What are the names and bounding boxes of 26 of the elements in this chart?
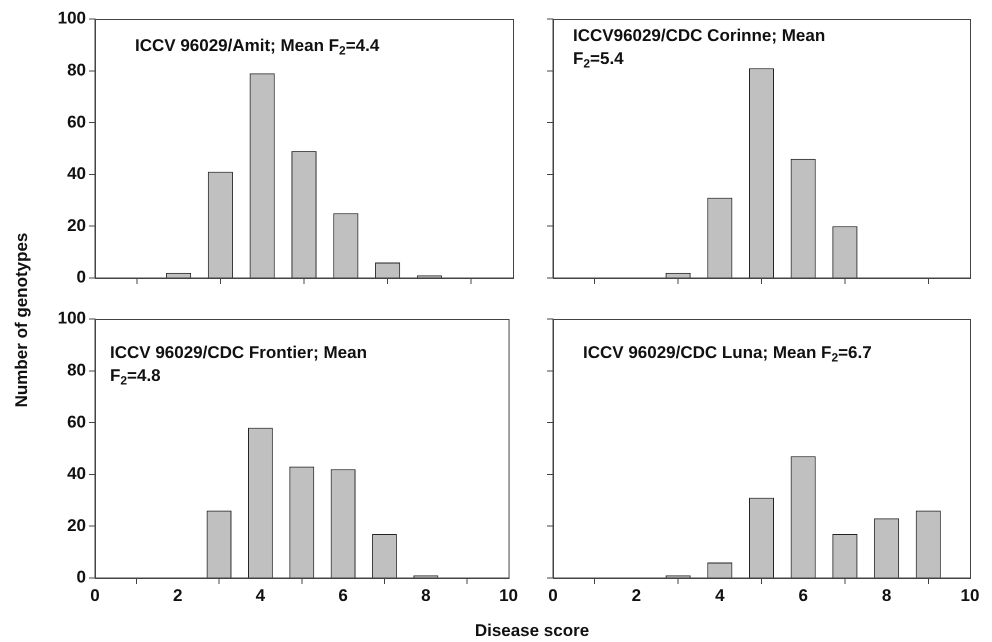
y-tick-label: 0 bbox=[76, 568, 86, 587]
x-tick-label: 10 bbox=[499, 586, 518, 605]
y-tick-label: 60 bbox=[67, 112, 86, 132]
x-tick-label: 10 bbox=[960, 586, 980, 605]
x-tick-label: 6 bbox=[338, 586, 348, 605]
y-tick-label: 60 bbox=[67, 412, 86, 432]
y-tick-label: 20 bbox=[67, 216, 86, 235]
y-axis-title: Number of genotypes bbox=[12, 232, 32, 408]
y-tick-label: 20 bbox=[67, 516, 86, 535]
y-tick-label: 100 bbox=[58, 308, 86, 328]
y-tick-label: 0 bbox=[76, 268, 86, 287]
y-tick-label: 40 bbox=[67, 164, 86, 184]
x-tick-label: 2 bbox=[172, 586, 182, 605]
x-tick-label: 0 bbox=[548, 586, 558, 605]
y-tick-label: 100 bbox=[58, 8, 86, 28]
x-axis-title: Disease score bbox=[474, 621, 590, 641]
y-tick-label: 40 bbox=[67, 464, 86, 484]
x-tick-label: 8 bbox=[421, 586, 431, 605]
x-tick-label: 6 bbox=[798, 586, 808, 605]
y-tick-label: 80 bbox=[67, 360, 86, 380]
x-tick-label: 8 bbox=[882, 586, 892, 605]
x-tick-label: 4 bbox=[256, 586, 266, 605]
x-tick-label: 2 bbox=[632, 586, 642, 605]
x-tick-label: 4 bbox=[715, 586, 726, 605]
y-tick-label: 80 bbox=[67, 60, 86, 80]
x-tick-label: 0 bbox=[90, 586, 100, 605]
